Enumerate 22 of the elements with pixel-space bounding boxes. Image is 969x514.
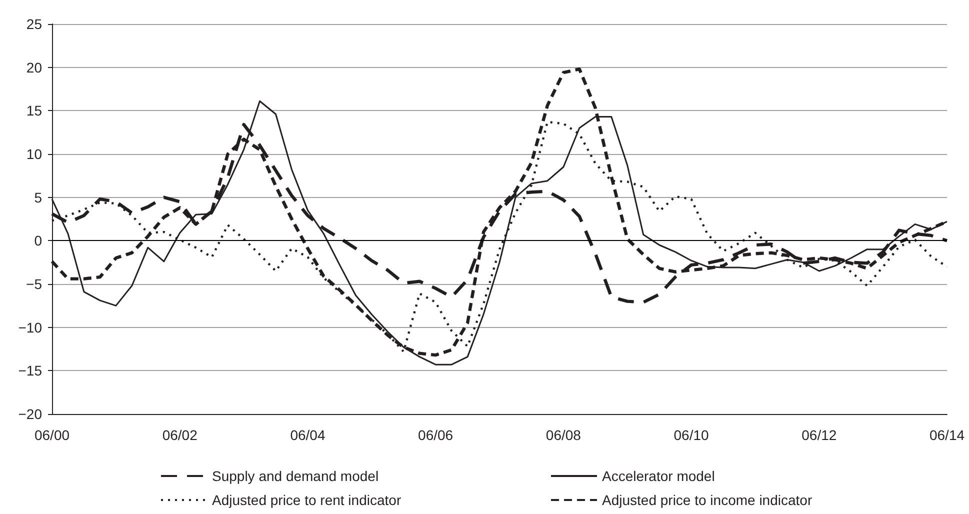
y-tick-label: −5 [26, 276, 42, 292]
y-tick-label: −10 [18, 319, 42, 336]
legend-label: Supply and demand model [212, 468, 379, 484]
x-tick-label: 06/06 [418, 427, 454, 443]
x-tick-label: 06/00 [34, 427, 70, 443]
y-tick-label: 25 [26, 16, 42, 32]
y-tick-label: −15 [18, 362, 42, 379]
y-tick-label: 0 [34, 232, 42, 249]
legend-label: Accelerator model [602, 468, 715, 484]
x-tick-label: 06/08 [546, 427, 582, 443]
legend-label: Adjusted price to income indicator [602, 492, 812, 508]
y-tick-label: 10 [26, 146, 42, 162]
y-tick-label: 20 [26, 59, 42, 76]
y-tick-label: 5 [34, 189, 42, 206]
x-tick-label: 06/02 [162, 427, 198, 443]
legend-label: Adjusted price to rent indicator [212, 492, 402, 508]
x-tick-label: 06/14 [929, 427, 965, 443]
x-tick-label: 06/10 [674, 427, 710, 443]
x-tick-label: 06/04 [290, 427, 326, 443]
x-tick-label: 06/12 [802, 427, 837, 443]
y-tick-label: 15 [26, 102, 42, 119]
y-tick-label: −20 [18, 406, 42, 422]
